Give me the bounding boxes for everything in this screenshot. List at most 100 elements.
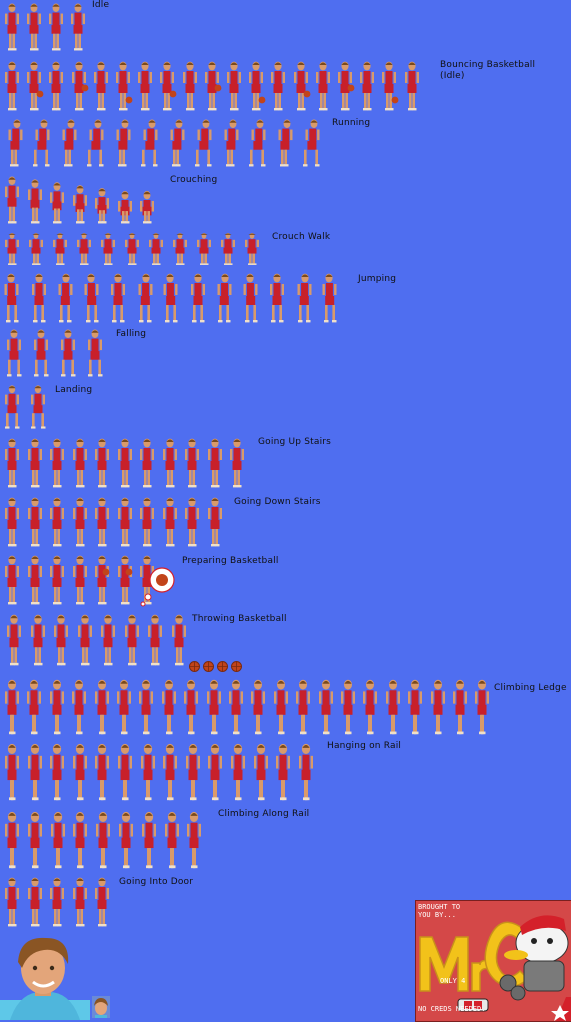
sprite-frame: [28, 384, 48, 434]
sprite-frame: [112, 118, 132, 172]
sprite-frame: [170, 232, 190, 270]
sprite-frame: [248, 678, 268, 740]
sprite-frame: [267, 272, 287, 328]
sprite-frame: [405, 678, 425, 740]
sprite-frame: [69, 678, 89, 740]
sprite-frame: [338, 678, 358, 740]
sprite-frame: [224, 60, 244, 116]
sprite-frame: [25, 496, 45, 552]
sprite-frame: [48, 810, 68, 874]
sprite-frame: [193, 118, 213, 172]
sprite-frame: [247, 118, 267, 172]
sprite-frame: [24, 678, 44, 740]
sprite-frame: [320, 272, 340, 328]
sprite-frame: [188, 272, 208, 328]
sprite-frame: [2, 437, 22, 493]
sprite-frame: [2, 2, 22, 56]
sprite-frame: [160, 742, 180, 806]
sprite-frame: [4, 613, 24, 671]
sprite-frame: [70, 742, 90, 806]
sprite-frame: [47, 437, 67, 493]
sprite-frame: [68, 2, 88, 56]
sprite-frame: [24, 2, 44, 56]
sprite-frame: [2, 384, 22, 434]
ball-thought-bubble: [140, 566, 178, 612]
sprite-frame: [273, 742, 293, 806]
sprite-frame: [28, 613, 48, 671]
label-climbing-ledge: Climbing Ledge: [494, 683, 567, 693]
sprite-frame: [115, 437, 135, 493]
label-preparing: Preparing Basketball: [182, 556, 279, 566]
sprite-frame: [47, 175, 67, 229]
sprite-frame: [2, 232, 22, 270]
label-idle: Idle: [92, 0, 110, 10]
sprite-frame: [138, 742, 158, 806]
sprite-frame: [160, 496, 180, 552]
sprite-frame: [25, 554, 45, 610]
sprite-frame: [379, 60, 399, 116]
sprite-frame: [135, 60, 155, 116]
sprite-frame: [2, 742, 22, 806]
sprite-frame: [227, 437, 247, 493]
sprite-frame: [161, 272, 181, 328]
label-falling: Falling: [116, 329, 147, 339]
sprite-frame: [268, 60, 288, 116]
sprite-frame: [146, 232, 166, 270]
sprite-frame: [26, 232, 46, 270]
sprite-frame: [46, 60, 66, 116]
basketball-icon: [203, 657, 214, 676]
sprite-frame: [75, 613, 95, 671]
sprite-frame: [402, 60, 422, 116]
basketball-icon: [189, 657, 200, 676]
sprite-frame: [2, 272, 22, 328]
sprite-frame: [93, 810, 113, 874]
sprite-frame: [184, 810, 204, 874]
sprite-frame: [108, 272, 128, 328]
sprite-frame: [115, 175, 135, 229]
sprite-frame: [166, 118, 186, 172]
sprite-frame: [291, 60, 311, 116]
label-landing: Landing: [55, 385, 93, 395]
sprite-frame: [450, 678, 470, 740]
sprite-frame: [25, 810, 45, 874]
sprite-frame: [139, 810, 159, 874]
sprite-frame: [137, 496, 157, 552]
sprite-frame: [70, 175, 90, 229]
sprite-frame: [70, 437, 90, 493]
sprite-frame: [58, 328, 78, 382]
sprite-frame: [25, 742, 45, 806]
sprite-frame: [2, 678, 22, 740]
sprite-frame: [357, 60, 377, 116]
sprite-frame: [74, 232, 94, 270]
sprite-frame: [274, 118, 294, 172]
sprite-frame: [69, 60, 89, 116]
sprite-frame: [70, 554, 90, 610]
credit-brought-by: BROUGHT TO YOU BY...: [418, 903, 461, 919]
sprite-frame: [183, 742, 203, 806]
sprite-frame: [139, 118, 159, 172]
sprite-frame: [47, 554, 67, 610]
sprite-frame: [47, 678, 67, 740]
sprite-frame: [294, 272, 314, 328]
sprite-frame: [182, 496, 202, 552]
sprite-frame: [2, 810, 22, 874]
sprite-frame: [47, 742, 67, 806]
sprite-frame: [251, 742, 271, 806]
sprite-frame: [472, 678, 492, 740]
sprite-frame: [92, 437, 112, 493]
sprite-frame: [296, 742, 316, 806]
sprite-frame: [70, 496, 90, 552]
sprite-frame: [383, 678, 403, 740]
credit-box: BROUGHT TO YOU BY... ONLY 4 NO CREDS NEE…: [415, 900, 571, 1022]
sprite-frame: [428, 678, 448, 740]
sprite-frame: [180, 60, 200, 116]
sprite-frame: [182, 437, 202, 493]
basketball-icon: [217, 657, 228, 676]
sprite-frame: [47, 496, 67, 552]
sprite-frame: [50, 232, 70, 270]
sprite-frame: [58, 118, 78, 172]
sprite-frame: [114, 678, 134, 740]
label-bouncing: Bouncing Basketball (Idle): [440, 60, 536, 81]
sprite-frame: [70, 810, 90, 874]
sprite-frame: [2, 496, 22, 552]
